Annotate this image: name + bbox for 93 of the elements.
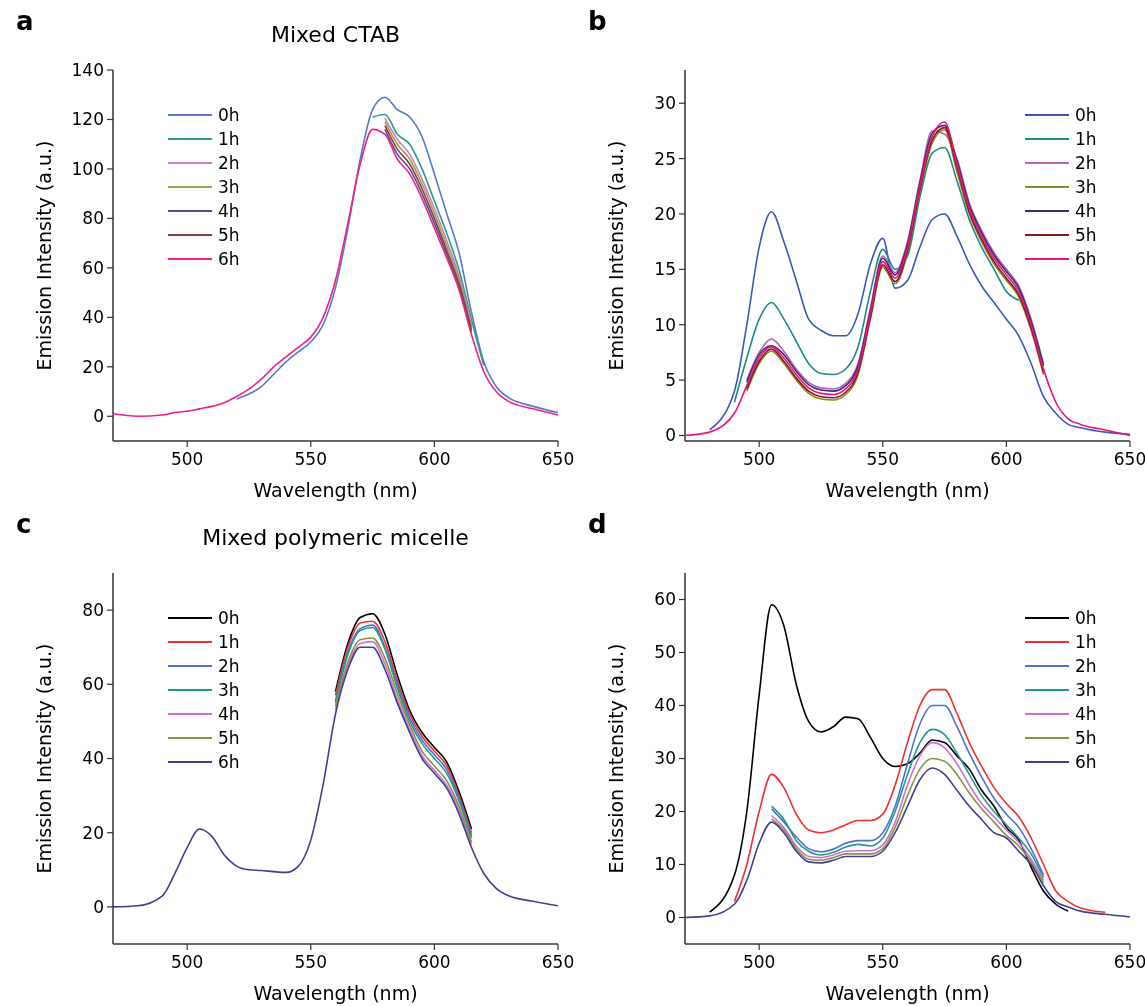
legend-label: 6h <box>1075 248 1097 269</box>
text: d <box>588 509 607 539</box>
line-series <box>684 767 1131 919</box>
x-tick-label: 600 <box>418 952 451 972</box>
legend-label: 4h <box>1075 200 1097 221</box>
line-series <box>684 121 1131 437</box>
y-axis-title: Emission Intensity (a.u.) <box>33 140 55 371</box>
x-tick-label: 500 <box>742 952 776 972</box>
y-tick-label: 10 <box>654 314 676 335</box>
line-series <box>733 146 1020 404</box>
y-tick-label: 30 <box>654 93 676 114</box>
legend-label: 0h <box>218 607 240 628</box>
y-tick-label: 40 <box>82 748 104 769</box>
legend-label: 2h <box>1075 152 1097 173</box>
x-tick-label: 650 <box>541 952 575 972</box>
legend-label: 1h <box>1075 128 1097 149</box>
x-tick-label: 600 <box>990 952 1023 972</box>
x-tick-label: 550 <box>866 449 899 469</box>
y-tick-label: 15 <box>654 259 676 280</box>
legend-label: 3h <box>1075 176 1097 197</box>
legend-label: 6h <box>1075 751 1097 772</box>
legend-label: 4h <box>218 200 240 221</box>
x-axis-title: Wavelength (nm) <box>253 982 418 1004</box>
x-tick-label: 650 <box>541 449 575 469</box>
line-series <box>371 113 485 367</box>
legend-label: 2h <box>218 655 240 676</box>
y-tick-label: 60 <box>654 589 676 610</box>
x-tick-label: 650 <box>1113 952 1145 972</box>
y-axis-title: Emission Intensity (a.u.) <box>605 140 627 371</box>
y-tick-label: 10 <box>654 854 676 875</box>
legend-label: 1h <box>1075 631 1097 652</box>
y-tick-label: 60 <box>82 257 104 278</box>
x-tick-label: 650 <box>1113 449 1145 469</box>
chart-title: Mixed CTAB <box>270 22 401 47</box>
x-tick-label: 600 <box>418 449 451 469</box>
legend-label: 3h <box>218 679 240 700</box>
legend-label: 0h <box>218 104 240 125</box>
x-axis-title: Wavelength (nm) <box>825 479 990 501</box>
legend-label: 5h <box>218 727 240 748</box>
y-tick-label: 100 <box>71 158 104 179</box>
chart-title: Mixed polymeric micelle <box>202 525 469 550</box>
legend-label: 2h <box>1075 655 1097 676</box>
y-tick-label: 50 <box>654 642 676 663</box>
y-tick-label: 40 <box>82 307 104 328</box>
y-tick-label: 80 <box>82 208 104 229</box>
x-tick-label: 500 <box>170 952 204 972</box>
y-tick-label: 20 <box>82 822 104 843</box>
text: a <box>16 6 34 36</box>
legend-label: 1h <box>218 128 240 149</box>
line-series <box>708 604 1069 913</box>
x-tick-label: 500 <box>742 449 776 469</box>
legend-label: 5h <box>1075 224 1097 245</box>
legend-label: 2h <box>218 152 240 173</box>
y-tick-label: 30 <box>654 748 676 769</box>
legend-label: 4h <box>218 703 240 724</box>
text: b <box>588 6 607 36</box>
legend-label: 5h <box>1075 727 1097 748</box>
x-axis-title: Wavelength (nm) <box>825 982 990 1004</box>
text: c <box>16 509 32 539</box>
x-tick-label: 500 <box>170 449 204 469</box>
x-tick-label: 550 <box>866 952 899 972</box>
y-tick-label: 20 <box>654 801 676 822</box>
legend-label: 3h <box>1075 679 1097 700</box>
y-tick-label: 0 <box>665 425 676 446</box>
y-axis-title: Emission Intensity (a.u.) <box>33 643 55 874</box>
y-tick-label: 0 <box>93 896 104 917</box>
y-axis-title: Emission Intensity (a.u.) <box>605 643 627 874</box>
legend-label: 6h <box>218 751 240 772</box>
legend-label: 3h <box>218 176 240 197</box>
y-tick-label: 60 <box>82 674 104 695</box>
y-tick-label: 40 <box>654 695 676 716</box>
line-series <box>770 704 1045 876</box>
y-tick-label: 25 <box>654 148 676 169</box>
x-tick-label: 550 <box>294 952 327 972</box>
legend-label: 1h <box>218 631 240 652</box>
legend-label: 0h <box>1075 607 1097 628</box>
legend-label: 5h <box>218 224 240 245</box>
x-tick-label: 600 <box>990 449 1023 469</box>
legend-label: 0h <box>1075 104 1097 125</box>
y-tick-label: 20 <box>82 356 104 377</box>
y-tick-label: 120 <box>71 109 104 130</box>
x-axis-title: Wavelength (nm) <box>253 479 418 501</box>
line-series <box>112 128 559 418</box>
x-tick-label: 550 <box>294 449 327 469</box>
y-tick-label: 80 <box>82 600 104 621</box>
y-tick-label: 0 <box>665 907 676 928</box>
y-tick-label: 0 <box>93 406 104 427</box>
line-series <box>112 646 559 908</box>
legend-label: 6h <box>218 248 240 269</box>
y-tick-label: 20 <box>654 203 676 224</box>
y-tick-label: 140 <box>71 59 104 80</box>
y-tick-label: 5 <box>665 370 676 391</box>
legend-label: 4h <box>1075 703 1097 724</box>
